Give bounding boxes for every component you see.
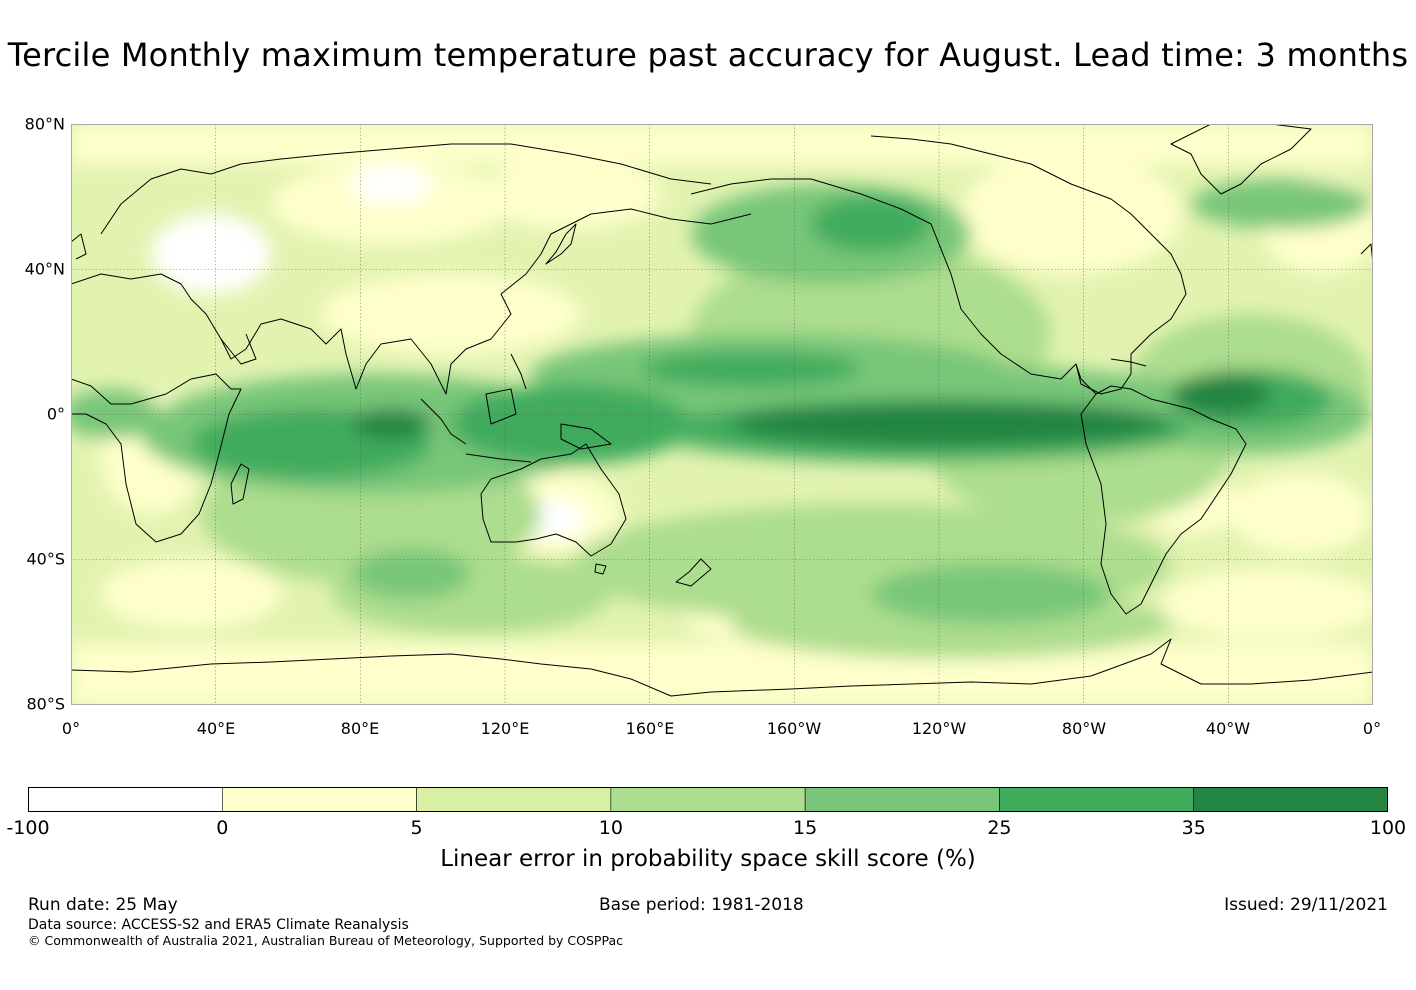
graticule [71,124,1373,705]
lon-label-120e: 120°E [480,719,530,738]
colorbar-outline [28,787,1388,812]
lon-label-120w: 120°W [911,719,967,738]
lon-label-0w: 0° [61,719,81,738]
coastlines [71,124,1373,697]
copyright: © Commonwealth of Australia 2021, Austra… [28,933,623,948]
lon-label-40w: 40°W [1205,719,1251,738]
map-canvas [71,124,1373,705]
colorbar-swatch [221,787,417,812]
colorbar-swatch [999,787,1195,812]
skill-score-map: 80°N 40°N 0° 40°S 80°S [25,115,1373,714]
lat-label-80s: 80°S [26,694,65,714]
lon-label-80e: 80°E [340,719,380,738]
lat-label-40n: 40°N [24,259,65,279]
lat-label-40s: 40°S [26,549,65,569]
colorbar-tick-label: 10 [598,817,623,839]
colorbar [28,787,1388,812]
lon-label-40e: 40°E [196,719,236,738]
colorbar-label: Linear error in probability space skill … [440,846,976,872]
colorbar-swatch [610,787,806,812]
colorbar-tick-label: -100 [6,817,50,839]
run-date: Run date: 25 May [28,895,178,915]
colorbar-tick-label: 5 [410,817,423,839]
colorbar-swatch [1193,787,1388,812]
data-source: Data source: ACCESS-S2 and ERA5 Climate … [28,917,409,933]
skill-field [71,124,1373,705]
lon-label-80w: 80°W [1061,719,1107,738]
lon-label-160w: 160°W [766,719,822,738]
colorbar-swatch [416,787,612,812]
colorbar-swatch [804,787,1000,812]
colorbar-tick-label: 25 [987,817,1012,839]
issued-date: Issued: 29/11/2021 [1224,895,1388,915]
lat-label-0: 0° [46,404,65,424]
base-period: Base period: 1981-2018 [599,895,804,915]
colorbar-tick-label: 15 [793,817,818,839]
lon-label-0e: 0° [1362,719,1382,738]
colorbar-tick-label: 100 [1369,817,1407,839]
map-title: Tercile Monthly maximum temperature past… [7,36,1409,74]
lon-label-160e: 160°E [625,719,675,738]
colorbar-tick-label: 35 [1181,817,1206,839]
lat-label-80n: 80°N [24,114,65,134]
colorbar-swatch [28,787,223,812]
colorbar-tick-label: 0 [216,817,229,839]
colorbar-swatches [28,787,1388,812]
